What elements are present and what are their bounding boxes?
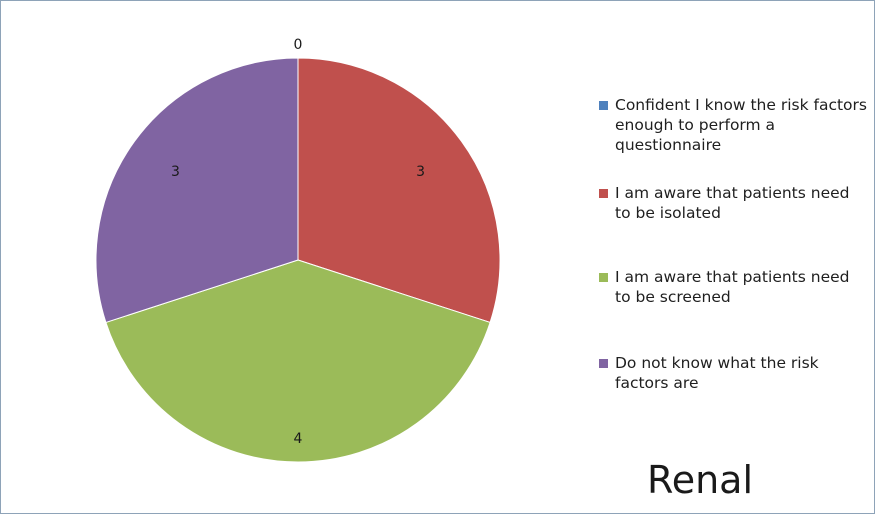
legend-item-2: I am aware that patients need to be isol… xyxy=(599,183,869,223)
legend-swatch-4 xyxy=(599,359,608,368)
legend-swatch-3 xyxy=(599,273,608,282)
pie-slice-2 xyxy=(297,57,501,324)
pie-slice-4 xyxy=(95,57,299,324)
legend-item-3: I am aware that patients need to be scre… xyxy=(599,267,869,307)
legend-swatch-2 xyxy=(599,189,608,198)
legend-item-1: Confident I know the risk factors enough… xyxy=(599,95,869,155)
legend-label-2: I am aware that patients need to be isol… xyxy=(615,184,850,222)
legend-swatch-1 xyxy=(599,101,608,110)
data-label-4: 3 xyxy=(171,164,180,180)
chart-caption: Renal xyxy=(647,458,754,502)
legend-item-4: Do not know what the risk factors are xyxy=(599,353,869,393)
data-label-1: 0 xyxy=(294,37,303,53)
data-label-3: 4 xyxy=(294,431,303,447)
pie-chart: 0 3 4 3 xyxy=(95,37,501,463)
legend-label-4: Do not know what the risk factors are xyxy=(615,354,819,392)
data-label-2: 3 xyxy=(416,164,425,180)
legend-label-3: I am aware that patients need to be scre… xyxy=(615,268,850,306)
legend-label-1: Confident I know the risk factors enough… xyxy=(615,96,867,154)
pie-slice-3 xyxy=(105,259,491,463)
